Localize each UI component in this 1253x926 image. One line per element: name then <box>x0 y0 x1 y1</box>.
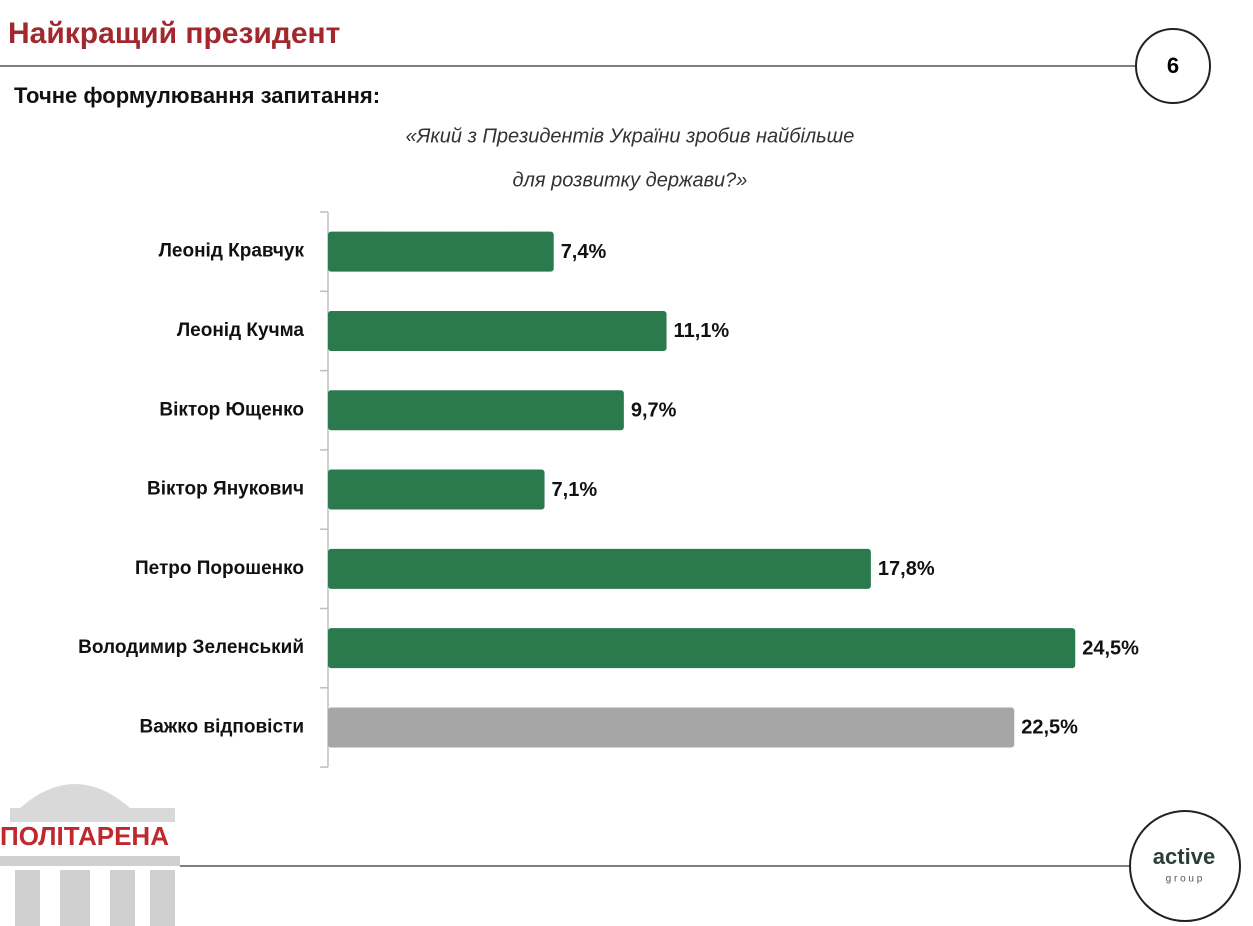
category-label: Важко відповісти <box>139 716 304 737</box>
category-label: Петро Порошенко <box>135 558 304 579</box>
slide-title: Найкращий президент <box>8 17 340 50</box>
bar <box>328 707 1015 748</box>
value-label: 9,7% <box>631 400 677 422</box>
page-number: 6 <box>1167 53 1179 78</box>
bar <box>328 231 554 272</box>
logo-circle <box>1129 810 1241 922</box>
value-label: 11,1% <box>674 320 730 342</box>
politarena-logo: ПОЛІТАРЕНА <box>0 784 180 926</box>
chart: Леонід Кравчук 7,4% Леонід Кучма 11,1% Вікто… <box>78 211 1139 768</box>
logo-text: active <box>1153 844 1215 869</box>
category-label: Віктор Янукович <box>147 479 304 500</box>
value-label: 22,5% <box>1021 717 1078 739</box>
category-label: Володимир Зеленський <box>78 637 304 658</box>
category-label: Леонід Кравчук <box>159 241 305 262</box>
value-label: 24,5% <box>1082 637 1139 659</box>
logo-subtext: g r o u p <box>1166 874 1203 885</box>
logo-text: ПОЛІТАРЕНА <box>0 821 169 851</box>
subtitle: Точне формулювання запитання: <box>14 83 380 108</box>
bar <box>328 628 1076 669</box>
bar <box>328 548 871 589</box>
category-label: Леонід Кучма <box>177 320 305 341</box>
value-label: 7,4% <box>561 241 607 263</box>
bar <box>328 469 545 510</box>
value-label: 7,1% <box>552 479 598 501</box>
bar <box>328 390 624 431</box>
value-label: 17,8% <box>878 558 935 580</box>
bar <box>328 310 667 351</box>
question-line: для розвитку держави?» <box>513 169 748 191</box>
page-circle <box>1135 28 1211 104</box>
category-label: Віктор Ющенко <box>159 399 304 420</box>
question-line: «Який з Президентів України зробив найбі… <box>406 125 855 147</box>
